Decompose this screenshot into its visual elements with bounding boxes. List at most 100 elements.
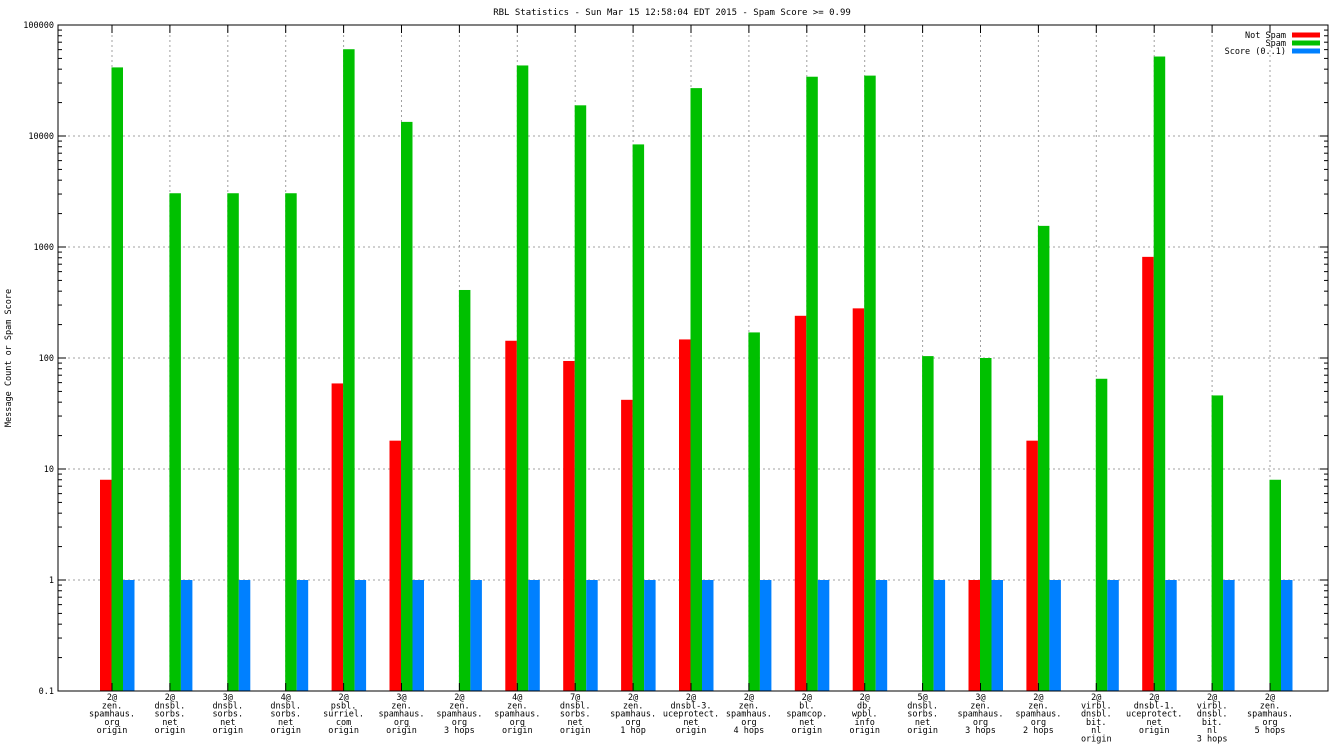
x-category-label-line: zen. bbox=[970, 701, 990, 711]
bar-spam bbox=[1037, 225, 1050, 692]
x-category-label-line: dnsbl. bbox=[907, 701, 938, 711]
x-category-label-line: spamhaus. bbox=[1015, 710, 1061, 720]
x-category-label-line: 2@ bbox=[107, 693, 117, 703]
x-category-label-line: dnsbl. bbox=[1081, 710, 1112, 720]
bar-not-spam bbox=[100, 479, 112, 691]
bar-not-spam bbox=[1142, 256, 1154, 691]
x-category-label-line: origin bbox=[907, 726, 938, 736]
x-category-label-line: 3@ bbox=[975, 693, 985, 703]
y-tick-label: 100000 bbox=[23, 21, 54, 31]
x-category-label: 2@ dnsbl. sorbs. net origin bbox=[155, 693, 186, 736]
x-category-label-line: origin bbox=[502, 726, 533, 736]
bar-score-0-1 bbox=[123, 580, 135, 691]
x-category-label: 4@ zen. spamhaus. org origin bbox=[494, 693, 540, 736]
x-category-label: 2@ bl. spamcop. net origin bbox=[786, 693, 827, 736]
x-category-label-line: 5@ bbox=[917, 693, 927, 703]
x-category-label-line: org bbox=[625, 718, 640, 728]
x-category-label-line: org bbox=[394, 718, 409, 728]
x-category-label-line: spamhaus. bbox=[494, 710, 540, 720]
legend-label: Score (0..1) bbox=[1225, 47, 1286, 57]
x-category-label-line: 2@ bbox=[1033, 693, 1043, 703]
x-category-label-line: 2 hops bbox=[1023, 726, 1054, 736]
x-category-label-line: net bbox=[683, 718, 698, 728]
x-category-label-line: bit. bbox=[1086, 718, 1106, 728]
bar-score-0-1 bbox=[238, 580, 251, 691]
y-axis-label: Message Count or Spam Score bbox=[4, 289, 14, 427]
x-category-label-line: 1 hop bbox=[620, 726, 646, 736]
x-category-label-line: origin bbox=[97, 726, 128, 736]
x-category-label: 2@ zen. spamhaus. org 4 hops bbox=[726, 693, 772, 736]
x-category-label: 3@ zen. spamhaus. org origin bbox=[378, 693, 424, 736]
x-category-label-line: 2@ bbox=[1091, 693, 1101, 703]
x-category-label-line: spamhaus. bbox=[378, 710, 424, 720]
bar-not-spam bbox=[1026, 440, 1038, 691]
x-category-label-line: zen. bbox=[1028, 701, 1048, 711]
bars bbox=[100, 49, 1293, 692]
x-category-label-line: dnsbl. bbox=[560, 701, 591, 711]
x-category-label-line: origin bbox=[386, 726, 417, 736]
x-category-label: 2@ virbl. dnsbl. bit. nl origin bbox=[1081, 693, 1112, 745]
x-category-label-line: nl bbox=[1207, 726, 1217, 736]
legend-swatch bbox=[1292, 48, 1320, 54]
x-category-label-line: spamhaus. bbox=[1247, 710, 1293, 720]
y-tick-label: 10000 bbox=[28, 132, 54, 142]
bar-spam bbox=[1269, 479, 1281, 691]
bar-spam bbox=[458, 289, 471, 691]
x-category-label-line: 4@ bbox=[281, 693, 291, 703]
x-category-label-line: 2@ bbox=[802, 693, 812, 703]
bar-not-spam bbox=[679, 339, 691, 691]
x-category-label-line: psbl. bbox=[331, 701, 357, 711]
x-category-label-line: sorbs. bbox=[155, 710, 186, 720]
bar-spam bbox=[574, 105, 587, 691]
x-category-label-line: 2@ bbox=[628, 693, 638, 703]
legend-swatch bbox=[1292, 40, 1320, 46]
x-category-label: 3@ dnsbl. sorbs. net origin bbox=[212, 693, 243, 736]
x-category-label-line: 2@ bbox=[1265, 693, 1275, 703]
x-category-label-line: dnsbl. bbox=[1197, 710, 1228, 720]
x-category-label-line: net bbox=[915, 718, 930, 728]
bar-score-0-1 bbox=[1223, 580, 1235, 691]
x-category-label-line: com bbox=[336, 718, 351, 728]
bar-score-0-1 bbox=[1107, 580, 1119, 691]
bar-spam bbox=[864, 75, 876, 691]
bar-spam bbox=[806, 76, 818, 692]
x-category-label-line: virbl. bbox=[1197, 701, 1228, 711]
bar-not-spam bbox=[621, 399, 633, 691]
x-category-label-line: spamhaus. bbox=[957, 710, 1003, 720]
bar-spam bbox=[1211, 395, 1224, 691]
bar-not-spam bbox=[852, 308, 865, 691]
x-category-label-line: 2@ bbox=[1207, 693, 1217, 703]
bar-not-spam bbox=[389, 440, 401, 691]
x-category-label-line: nl bbox=[1091, 726, 1101, 736]
x-category-label-line: net bbox=[278, 718, 293, 728]
x-category-label-line: zen. bbox=[102, 701, 122, 711]
bar-spam bbox=[632, 144, 645, 691]
legend-label: Spam bbox=[1266, 39, 1286, 49]
y-tick-label: 10 bbox=[44, 465, 54, 475]
x-category-label-line: org bbox=[1031, 718, 1046, 728]
bar-score-0-1 bbox=[644, 580, 656, 691]
x-category-label-line: spamcop. bbox=[786, 710, 827, 720]
bar-score-0-1 bbox=[1281, 580, 1293, 691]
x-category-label-line: dnsbl. bbox=[155, 701, 186, 711]
x-category-label-line: 4@ bbox=[512, 693, 522, 703]
y-tick-label: 100 bbox=[39, 354, 54, 364]
bar-spam bbox=[516, 65, 529, 691]
x-category-label-line: origin bbox=[676, 726, 707, 736]
x-category-label: 4@ dnsbl. sorbs. net origin bbox=[270, 693, 301, 736]
y-tick-label: 0.1 bbox=[39, 687, 54, 697]
bar-not-spam bbox=[331, 383, 344, 691]
x-category-label-line: dnsbl. bbox=[270, 701, 301, 711]
bar-spam bbox=[980, 358, 992, 691]
bar-not-spam bbox=[563, 360, 575, 691]
legend-swatch bbox=[1292, 32, 1320, 38]
bar-not-spam bbox=[505, 340, 517, 691]
x-category-label-line: 2@ bbox=[686, 693, 696, 703]
y-tick-label: 1000 bbox=[34, 243, 54, 253]
x-category-label-line: net bbox=[568, 718, 583, 728]
bar-spam bbox=[285, 193, 297, 691]
x-category-label-line: origin bbox=[328, 726, 359, 736]
x-category-label-line: zen. bbox=[623, 701, 643, 711]
bar-spam bbox=[1095, 378, 1108, 691]
x-category-label-line: spamhaus. bbox=[610, 710, 656, 720]
